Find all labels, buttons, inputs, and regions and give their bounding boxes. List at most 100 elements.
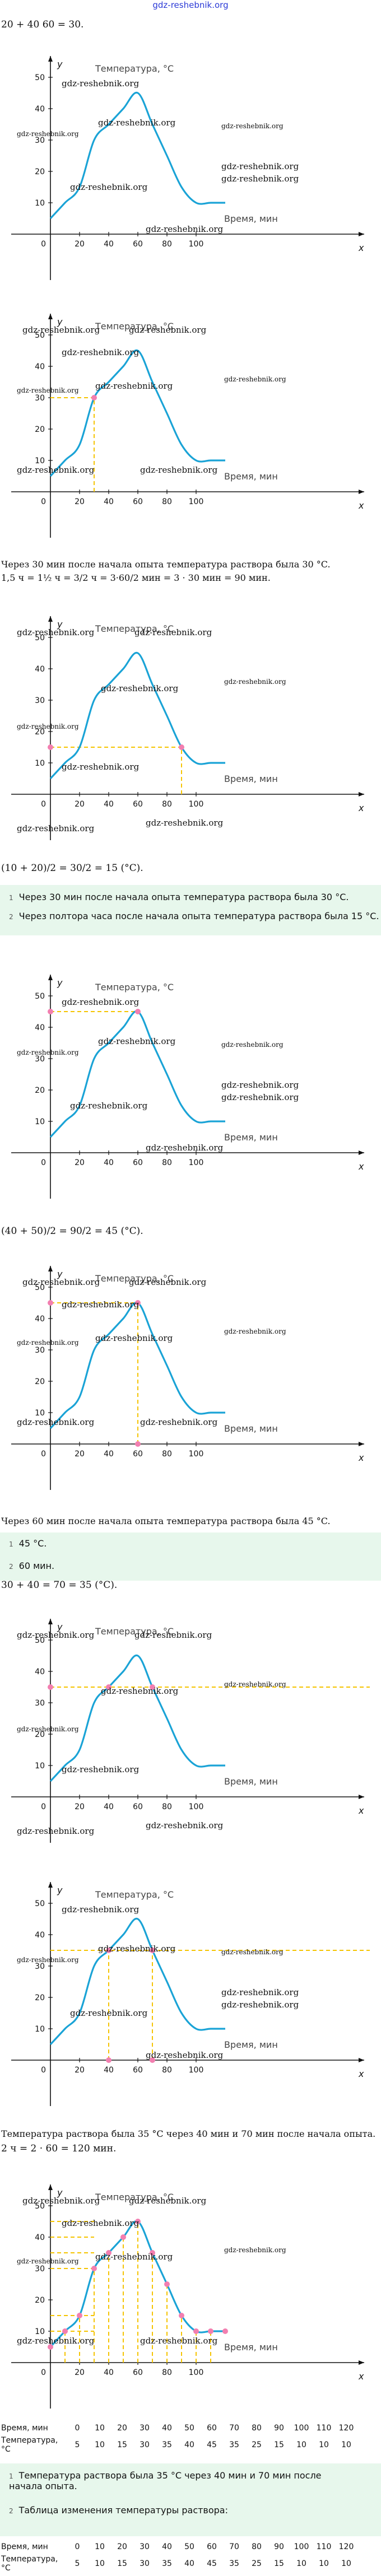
watermark: gdz-reshebnik.org bbox=[17, 1956, 79, 1964]
y-axis-title: Температура, °C bbox=[95, 982, 174, 993]
table-cell-time: 10 bbox=[95, 2542, 105, 2551]
watermark: gdz-reshebnik.org bbox=[17, 130, 79, 138]
watermark: gdz-reshebnik.org bbox=[134, 1630, 212, 1640]
x-tick-label: 80 bbox=[162, 1158, 172, 1167]
y-axis-arrow bbox=[48, 2184, 53, 2190]
table-cell-time: 30 bbox=[140, 2542, 150, 2551]
site-header[interactable]: gdz-reshebnik.org bbox=[152, 0, 229, 10]
x-axis-title: Время, мин bbox=[224, 1423, 278, 1434]
watermark: gdz-reshebnik.org bbox=[221, 1092, 299, 1102]
temperature-curve bbox=[49, 1654, 225, 1782]
x-tick-label: 60 bbox=[133, 240, 143, 249]
graph-2: 10 20 30 40 50 20 40 60 80 100 0 x y Температура, °C В… bbox=[0, 291, 381, 542]
y-axis-arrow bbox=[48, 1619, 53, 1624]
answer-1-2: 2 Через полтора часа после начала опыта т… bbox=[9, 911, 379, 921]
table2-row-temp: Температура, °C 5 10 15 30 35 40 45 35 25 15 10 10 10 bbox=[0, 2553, 357, 2574]
y-tick-label: 50 bbox=[35, 331, 45, 340]
formula-1: 20 + 40 60 = 30. bbox=[1, 19, 84, 30]
table-cell-time: 60 bbox=[207, 2424, 217, 2433]
highlight-point bbox=[91, 395, 97, 400]
graph-svg: 10 20 30 40 50 20 40 60 80 100 0 x y Температура, °C В… bbox=[11, 1266, 364, 1494]
table-row-time: Время, мин 0 10 20 30 40 50 60 70 80 90 100 110 120 bbox=[0, 2422, 357, 2434]
highlight-point bbox=[135, 1009, 141, 1014]
graph-svg: 10 20 30 40 50 20 40 60 80 100 0 x y Температура, °C В… bbox=[11, 616, 364, 845]
y-tick-label: 10 bbox=[35, 456, 45, 465]
graph-svg: 10 20 30 40 50 20 40 60 80 100 0 x y Температура, °C В… bbox=[11, 975, 364, 1203]
y-var-label: y bbox=[57, 59, 63, 69]
watermark: gdz-reshebnik.org bbox=[62, 2218, 140, 2228]
table-cell-time: 80 bbox=[252, 2542, 262, 2551]
graph-svg: 10 20 30 40 50 20 40 60 80 100 0 x y Температура, °C В… bbox=[11, 314, 364, 542]
answer-2-1: 1 45 °C. bbox=[9, 1538, 47, 1549]
watermark: gdz-reshebnik.org bbox=[98, 1944, 176, 1954]
x-tick-label: 100 bbox=[189, 497, 204, 506]
x-tick-label: 40 bbox=[104, 1158, 114, 1167]
x-tick-label: 40 bbox=[104, 1450, 114, 1459]
watermark: gdz-reshebnik.org bbox=[221, 1948, 284, 1956]
highlight-point bbox=[48, 1009, 53, 1014]
table-cell-temp: 45 bbox=[207, 2559, 217, 2568]
y-tick-label: 20 bbox=[35, 2296, 45, 2305]
answer-2-2: 2 60 мин. bbox=[9, 1560, 55, 1571]
table-cell-time: 0 bbox=[75, 2542, 80, 2551]
table-cell-temp: 10 bbox=[296, 2440, 306, 2449]
graph-1: 10 20 30 40 50 20 40 60 80 100 0 x y Температура, °C В… bbox=[0, 34, 381, 285]
table-cell-temp: 35 bbox=[229, 2440, 239, 2449]
watermark: gdz-reshebnik.org bbox=[140, 465, 218, 475]
y-tick-label: 10 bbox=[35, 199, 45, 208]
highlight-point bbox=[135, 1441, 141, 1447]
highlight-point bbox=[48, 1684, 53, 1690]
highlight-point bbox=[150, 1948, 155, 1953]
temperature-curve bbox=[49, 651, 225, 780]
x-tick-label: 20 bbox=[75, 1158, 85, 1167]
y-axis-title: Температура, °C bbox=[95, 1273, 174, 1284]
table-cell-temp: 10 bbox=[341, 2559, 351, 2568]
table-cell-time: 20 bbox=[117, 2424, 127, 2433]
x-tick-label: 40 bbox=[104, 497, 114, 506]
watermark: gdz-reshebnik.org bbox=[17, 465, 95, 475]
answer-block-2: 1 45 °C. 2 60 мин. bbox=[0, 1532, 381, 1581]
watermark: gdz-reshebnik.org bbox=[224, 375, 286, 383]
x-tick-label: 20 bbox=[75, 497, 85, 506]
y-var-label: y bbox=[57, 316, 63, 327]
x-tick-label: 60 bbox=[133, 497, 143, 506]
y-tick-label: 10 bbox=[35, 2025, 45, 2034]
x-axis-title: Время, мин bbox=[224, 213, 278, 224]
text-4: Температура раствора была 35 °C через 40… bbox=[1, 2128, 376, 2139]
x-var-label: x bbox=[358, 500, 364, 511]
x-axis-arrow bbox=[359, 1150, 364, 1155]
y-tick-label: 30 bbox=[35, 1346, 45, 1355]
highlight-point bbox=[222, 2328, 228, 2334]
watermark: gdz-reshebnik.org bbox=[224, 1680, 286, 1688]
graph-3: 10 20 30 40 50 20 40 60 80 100 0 x y Температура, °C В… bbox=[0, 594, 381, 845]
watermark: gdz-reshebnik.org bbox=[62, 1904, 140, 1914]
highlight-point bbox=[120, 2234, 126, 2240]
graph-svg: 10 20 30 40 50 20 40 60 80 100 0 x y Температура, °C В… bbox=[11, 1619, 370, 1847]
y-tick-label: 50 bbox=[35, 992, 45, 1001]
x-axis-title: Время, мин bbox=[224, 1132, 278, 1143]
x-tick-label: 80 bbox=[162, 2066, 172, 2075]
y-tick-label: 40 bbox=[35, 1315, 45, 1324]
y-tick-label: 30 bbox=[35, 696, 45, 705]
x-tick-label: 20 bbox=[75, 2066, 85, 2075]
table-cell-time: 40 bbox=[162, 2424, 172, 2433]
table-cell-time: 70 bbox=[229, 2424, 239, 2433]
y-tick-label: 30 bbox=[35, 1962, 45, 1971]
y-axis-arrow bbox=[48, 1882, 53, 1888]
watermark: gdz-reshebnik.org bbox=[134, 627, 212, 637]
x-axis-title: Время, мин bbox=[224, 471, 278, 482]
formula-3: (40 + 50)/2 = 90/2 = 45 (°C). bbox=[1, 1226, 143, 1237]
table-cell-temp: 40 bbox=[184, 2559, 194, 2568]
x-axis-title: Время, мин bbox=[224, 2342, 278, 2353]
x-tick-label: 100 bbox=[189, 240, 204, 249]
watermark: gdz-reshebnik.org bbox=[22, 1277, 100, 1287]
table-cell-temp: 10 bbox=[95, 2440, 105, 2449]
table-cell-time: 90 bbox=[274, 2542, 284, 2551]
y-axis-title: Температура, °C bbox=[95, 63, 174, 74]
formula-2: (10 + 20)/2 = 30/2 = 15 (°C). bbox=[1, 863, 143, 874]
watermark: gdz-reshebnik.org bbox=[22, 2196, 100, 2206]
table-cell-time: 100 bbox=[294, 2424, 309, 2433]
table-cell-time: 90 bbox=[274, 2424, 284, 2433]
text-3: Через 60 мин после начала опыта температ… bbox=[1, 1516, 331, 1526]
highlight-point bbox=[164, 2281, 170, 2287]
